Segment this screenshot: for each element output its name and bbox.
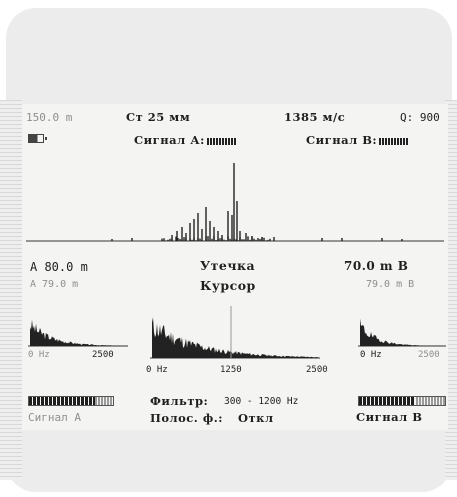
spectrum-a-x-start: 0 Hz: [28, 350, 50, 360]
filter-value: 300 - 1200 Hz: [224, 396, 299, 407]
spectrum-b-plot: [358, 318, 446, 347]
leak-distance-a: А 80.0 m: [30, 260, 88, 274]
spectrum-main-x-end: 2500: [306, 365, 328, 375]
spectrum-b-x-start: 0 Hz: [360, 350, 382, 360]
signal-a-marker-icon: [206, 137, 237, 145]
band-filter-label: Полос. ф.:: [150, 411, 223, 425]
signal-b-level-fill: [359, 397, 415, 405]
spectrum-a-plot: [28, 319, 128, 347]
distance-readout: 150.0 m: [26, 111, 73, 124]
footer-signal-a: Сигнал А: [28, 411, 81, 424]
leak-distance-b: 70.0 m B: [344, 259, 409, 273]
spectrum-main-x-start: 0 Hz: [146, 365, 168, 375]
signal-b-level-bar: [358, 396, 446, 406]
cursor-distance-a: А 79.0 m: [30, 279, 79, 290]
band-filter-value: Откл: [238, 411, 274, 425]
cursor-label: Курсор: [200, 278, 256, 293]
filter-label: Фильтр:: [150, 394, 209, 408]
frame-edge-left: [0, 100, 22, 480]
frame-edge-right: [445, 100, 457, 480]
correlation-graph: [26, 163, 444, 242]
signal-a-level-fill: [29, 397, 95, 405]
velocity-readout: 1385 м/с: [284, 110, 346, 124]
spectrum-b-trace: [360, 318, 442, 346]
spectrum-a-trace: [30, 319, 126, 346]
spectrum-main-plot: [150, 306, 320, 359]
lcd-screen: 150.0 m Ст 25 мм 1385 м/с Q: 900 Сигнал …: [22, 104, 448, 430]
signal-a-channel-label: Сигнал А:: [134, 133, 205, 147]
spectrum-main-x-mid: 1250: [220, 365, 242, 375]
battery-icon: [28, 134, 47, 143]
spectrum-a-x-end: 2500: [92, 350, 114, 360]
footer-signal-b: Сигнал В: [356, 410, 423, 424]
signal-b-channel: Сигнал В:: [306, 133, 411, 147]
signal-a-level-bar: [28, 396, 114, 406]
cursor-distance-b: 79.0 m B: [366, 279, 415, 290]
leak-label: Утечка: [200, 258, 256, 273]
graphics-layer: [26, 163, 446, 359]
q-readout: Q: 900: [400, 111, 440, 124]
spectrum-main-trace: [152, 317, 318, 358]
spectrum-b-x-end: 2500: [418, 350, 440, 360]
pipe-readout: Ст 25 мм: [126, 110, 191, 124]
signal-b-channel-label: Сигнал В:: [306, 133, 378, 147]
signal-a-channel: Сигнал А:: [134, 133, 239, 147]
signal-b-marker-icon: [379, 137, 410, 145]
